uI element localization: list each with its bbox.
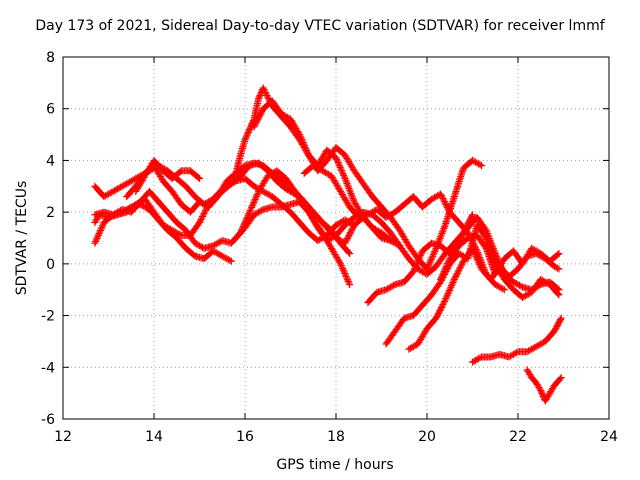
- x-axis-ticks: 12 14 16 18 20 22 24: [54, 57, 618, 445]
- series-markers: [437, 231, 563, 283]
- x-tick-label: 16: [236, 429, 254, 445]
- series-markers: [469, 314, 565, 366]
- series-s16: [523, 366, 565, 405]
- x-axis-label: GPS time / hours: [276, 457, 394, 473]
- series-s14: [437, 231, 563, 283]
- y-tick-label: -6: [41, 412, 55, 428]
- x-tick-label: 18: [327, 429, 345, 445]
- y-tick-label: 4: [46, 153, 55, 169]
- x-tick-label: 24: [600, 429, 618, 445]
- x-tick-label: 12: [54, 429, 72, 445]
- chart-title: Day 173 of 2021, Sidereal Day-to-day VTE…: [35, 18, 605, 34]
- x-tick-label: 20: [418, 429, 436, 445]
- y-tick-label: -4: [41, 360, 55, 376]
- series-markers: [523, 366, 565, 405]
- y-tick-label: -2: [41, 309, 55, 325]
- y-tick-label: 8: [46, 50, 55, 66]
- series-markers: [132, 156, 203, 195]
- x-tick-label: 22: [509, 429, 527, 445]
- y-axis-label: SDTVAR / TECUs: [14, 180, 30, 296]
- data-points: [91, 84, 565, 405]
- series-s15: [469, 314, 565, 366]
- y-tick-label: 2: [46, 205, 55, 221]
- x-tick-label: 14: [145, 429, 163, 445]
- y-axis-ticks: -6 -4 -2 0 2 4 6 8: [41, 50, 609, 428]
- series-s6: [132, 156, 203, 195]
- y-tick-label: 0: [46, 257, 55, 273]
- y-tick-label: 6: [46, 102, 55, 118]
